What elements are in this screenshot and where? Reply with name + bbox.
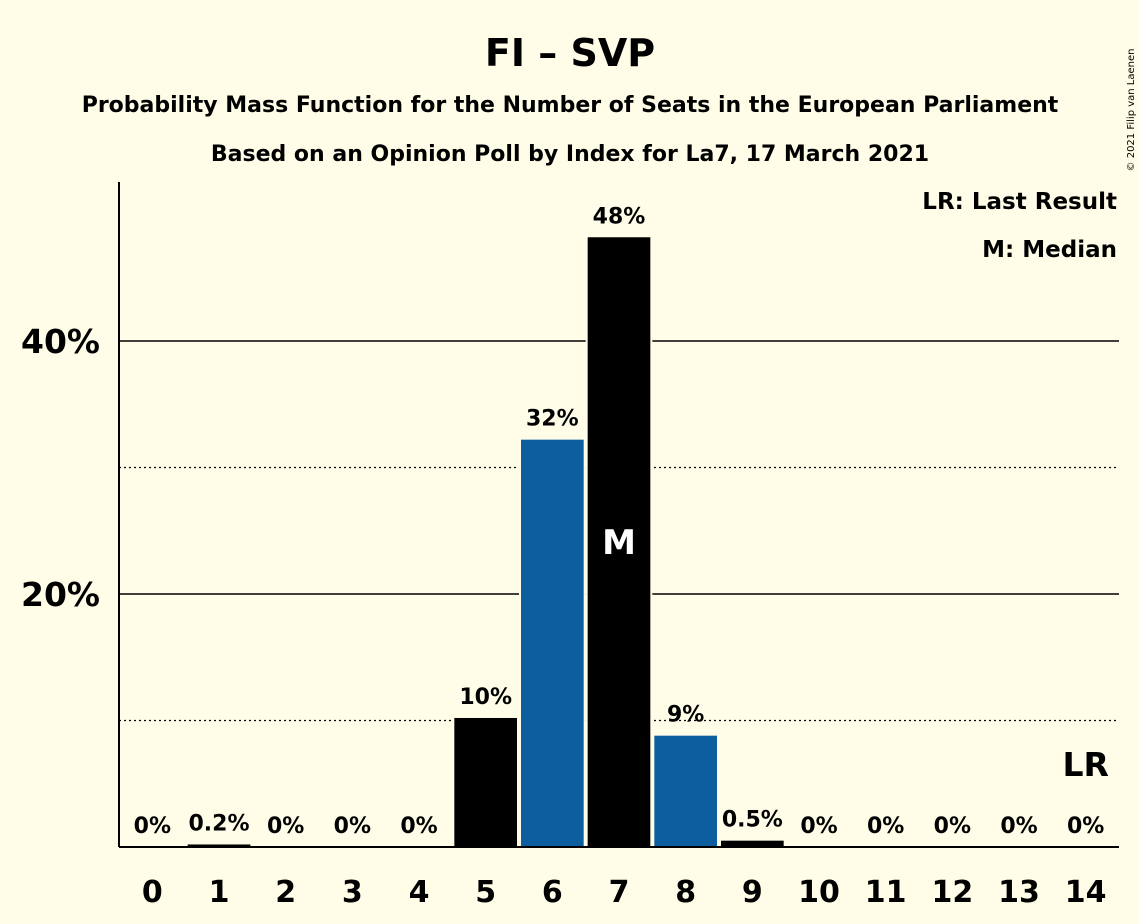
- legend-last-result: LR: Last Result: [922, 189, 1117, 215]
- x-tick-label: 9: [742, 875, 763, 910]
- x-tick-label: 11: [865, 875, 907, 910]
- bars: [185, 235, 786, 847]
- chart-subtitle-2: Based on an Opinion Poll by Index for La…: [211, 142, 929, 167]
- data-label: 10%: [459, 685, 512, 710]
- copyright-text: © 2021 Filip van Laenen: [1126, 49, 1137, 172]
- x-tick-label: 7: [609, 875, 630, 910]
- chart-title: FI – SVP: [485, 31, 655, 75]
- y-tick-label: 20%: [21, 575, 100, 614]
- data-label: 0%: [334, 814, 371, 839]
- legend-median: M: Median: [982, 237, 1117, 263]
- data-label: 0.5%: [722, 808, 783, 833]
- bar: [454, 717, 517, 847]
- x-tick-label: 10: [798, 875, 840, 910]
- data-label: 0%: [267, 814, 304, 839]
- data-labels: 0% 0.2% 0% 0% 0% 10% 32% 48% M 9% 0.5% 0% 0% 0% 0% 0% LR: [134, 204, 1109, 839]
- bar: [521, 439, 584, 847]
- x-tick-label: 1: [209, 875, 230, 910]
- x-tick-label: 13: [998, 875, 1040, 910]
- x-tick-label: 2: [275, 875, 296, 910]
- x-tick-label: 0: [142, 875, 163, 910]
- data-label: 0%: [867, 814, 904, 839]
- bar: [587, 237, 651, 847]
- axes: 20%40%0 1 2 3 4 5 6 7 8 9 10 11 12 13 14: [21, 182, 1119, 910]
- data-label: 0.2%: [188, 811, 249, 836]
- data-label: 0%: [400, 814, 437, 839]
- data-label: 48%: [593, 204, 646, 229]
- x-tick-label: 6: [542, 875, 563, 910]
- data-label: 0%: [1067, 814, 1104, 839]
- bar: [654, 735, 717, 847]
- data-label: 32%: [526, 407, 579, 432]
- chart-subtitle-1: Probability Mass Function for the Number…: [82, 93, 1059, 118]
- x-tick-label: 5: [475, 875, 496, 910]
- x-tick-label: 4: [409, 875, 430, 910]
- x-tick-label: 12: [931, 875, 973, 910]
- data-label: 0%: [800, 814, 837, 839]
- data-label: 0%: [1000, 814, 1037, 839]
- data-label: 0%: [934, 814, 971, 839]
- last-result-marker: LR: [1062, 745, 1108, 784]
- y-tick-label: 40%: [21, 322, 100, 361]
- bar: [721, 840, 784, 847]
- x-tick-label: 3: [342, 875, 363, 910]
- data-label: 0%: [134, 814, 171, 839]
- median-marker: M: [602, 523, 636, 563]
- x-tick-label: 8: [675, 875, 696, 910]
- bar: [187, 844, 251, 847]
- x-tick-label: 14: [1065, 875, 1107, 910]
- data-label: 9%: [667, 703, 704, 728]
